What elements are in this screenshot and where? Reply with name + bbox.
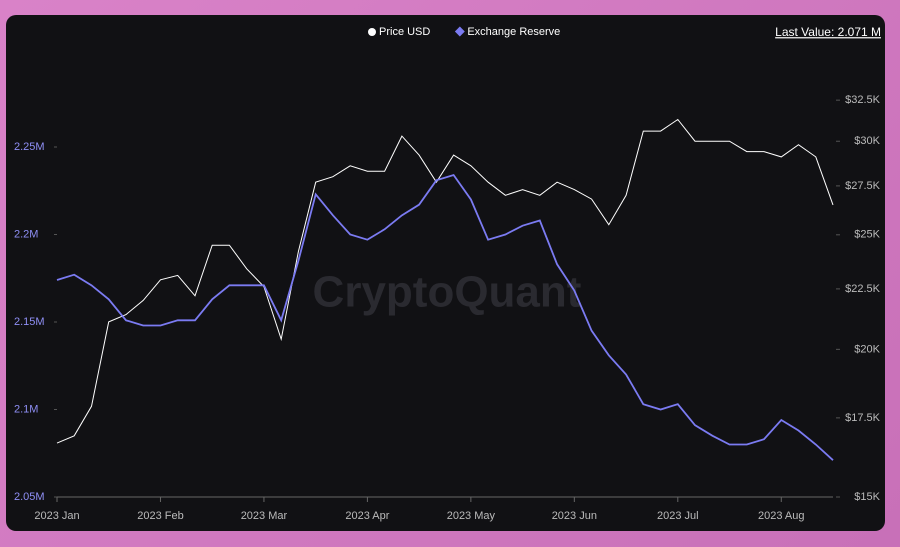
- x-tick-label: 2023 Jun: [552, 510, 597, 522]
- legend-label: Exchange Reserve: [467, 26, 560, 38]
- y2-tick-label: $30K: [854, 135, 880, 147]
- y2-tick-label: $15K: [854, 491, 880, 503]
- series-line: [56, 118, 834, 444]
- y-tick-label: 2.1M: [14, 403, 38, 415]
- legend-label: Price USD: [379, 26, 430, 38]
- x-tick-label: 2023 Jan: [34, 510, 79, 522]
- y-tick-label: 2.15M: [14, 316, 45, 328]
- y2-tick-label: $17.5K: [845, 412, 881, 424]
- y2-tick-label: $20K: [854, 343, 880, 355]
- y-tick-label: 2.2M: [14, 228, 38, 240]
- last-value: Last Value: 2.071 M: [775, 25, 881, 39]
- watermark: CryptoQuant: [313, 268, 582, 317]
- y2-tick-label: $25K: [854, 229, 880, 241]
- y-tick-label: 2.05M: [14, 491, 45, 503]
- y2-tick-label: $32.5K: [845, 94, 881, 106]
- x-tick-label: 2023 Aug: [758, 510, 805, 522]
- x-tick-label: 2023 Mar: [241, 510, 288, 522]
- x-tick-label: 2023 May: [447, 510, 496, 522]
- x-tick-label: 2023 Apr: [345, 510, 389, 522]
- y-tick-label: 2.25M: [14, 141, 45, 153]
- y2-tick-label: $27.5K: [845, 180, 881, 192]
- panel: [6, 15, 885, 531]
- x-tick-label: 2023 Feb: [137, 510, 183, 522]
- series-line: [56, 173, 834, 461]
- y2-tick-label: $22.5K: [845, 283, 881, 295]
- x-tick-label: 2023 Jul: [657, 510, 699, 522]
- legend-marker: [368, 28, 376, 36]
